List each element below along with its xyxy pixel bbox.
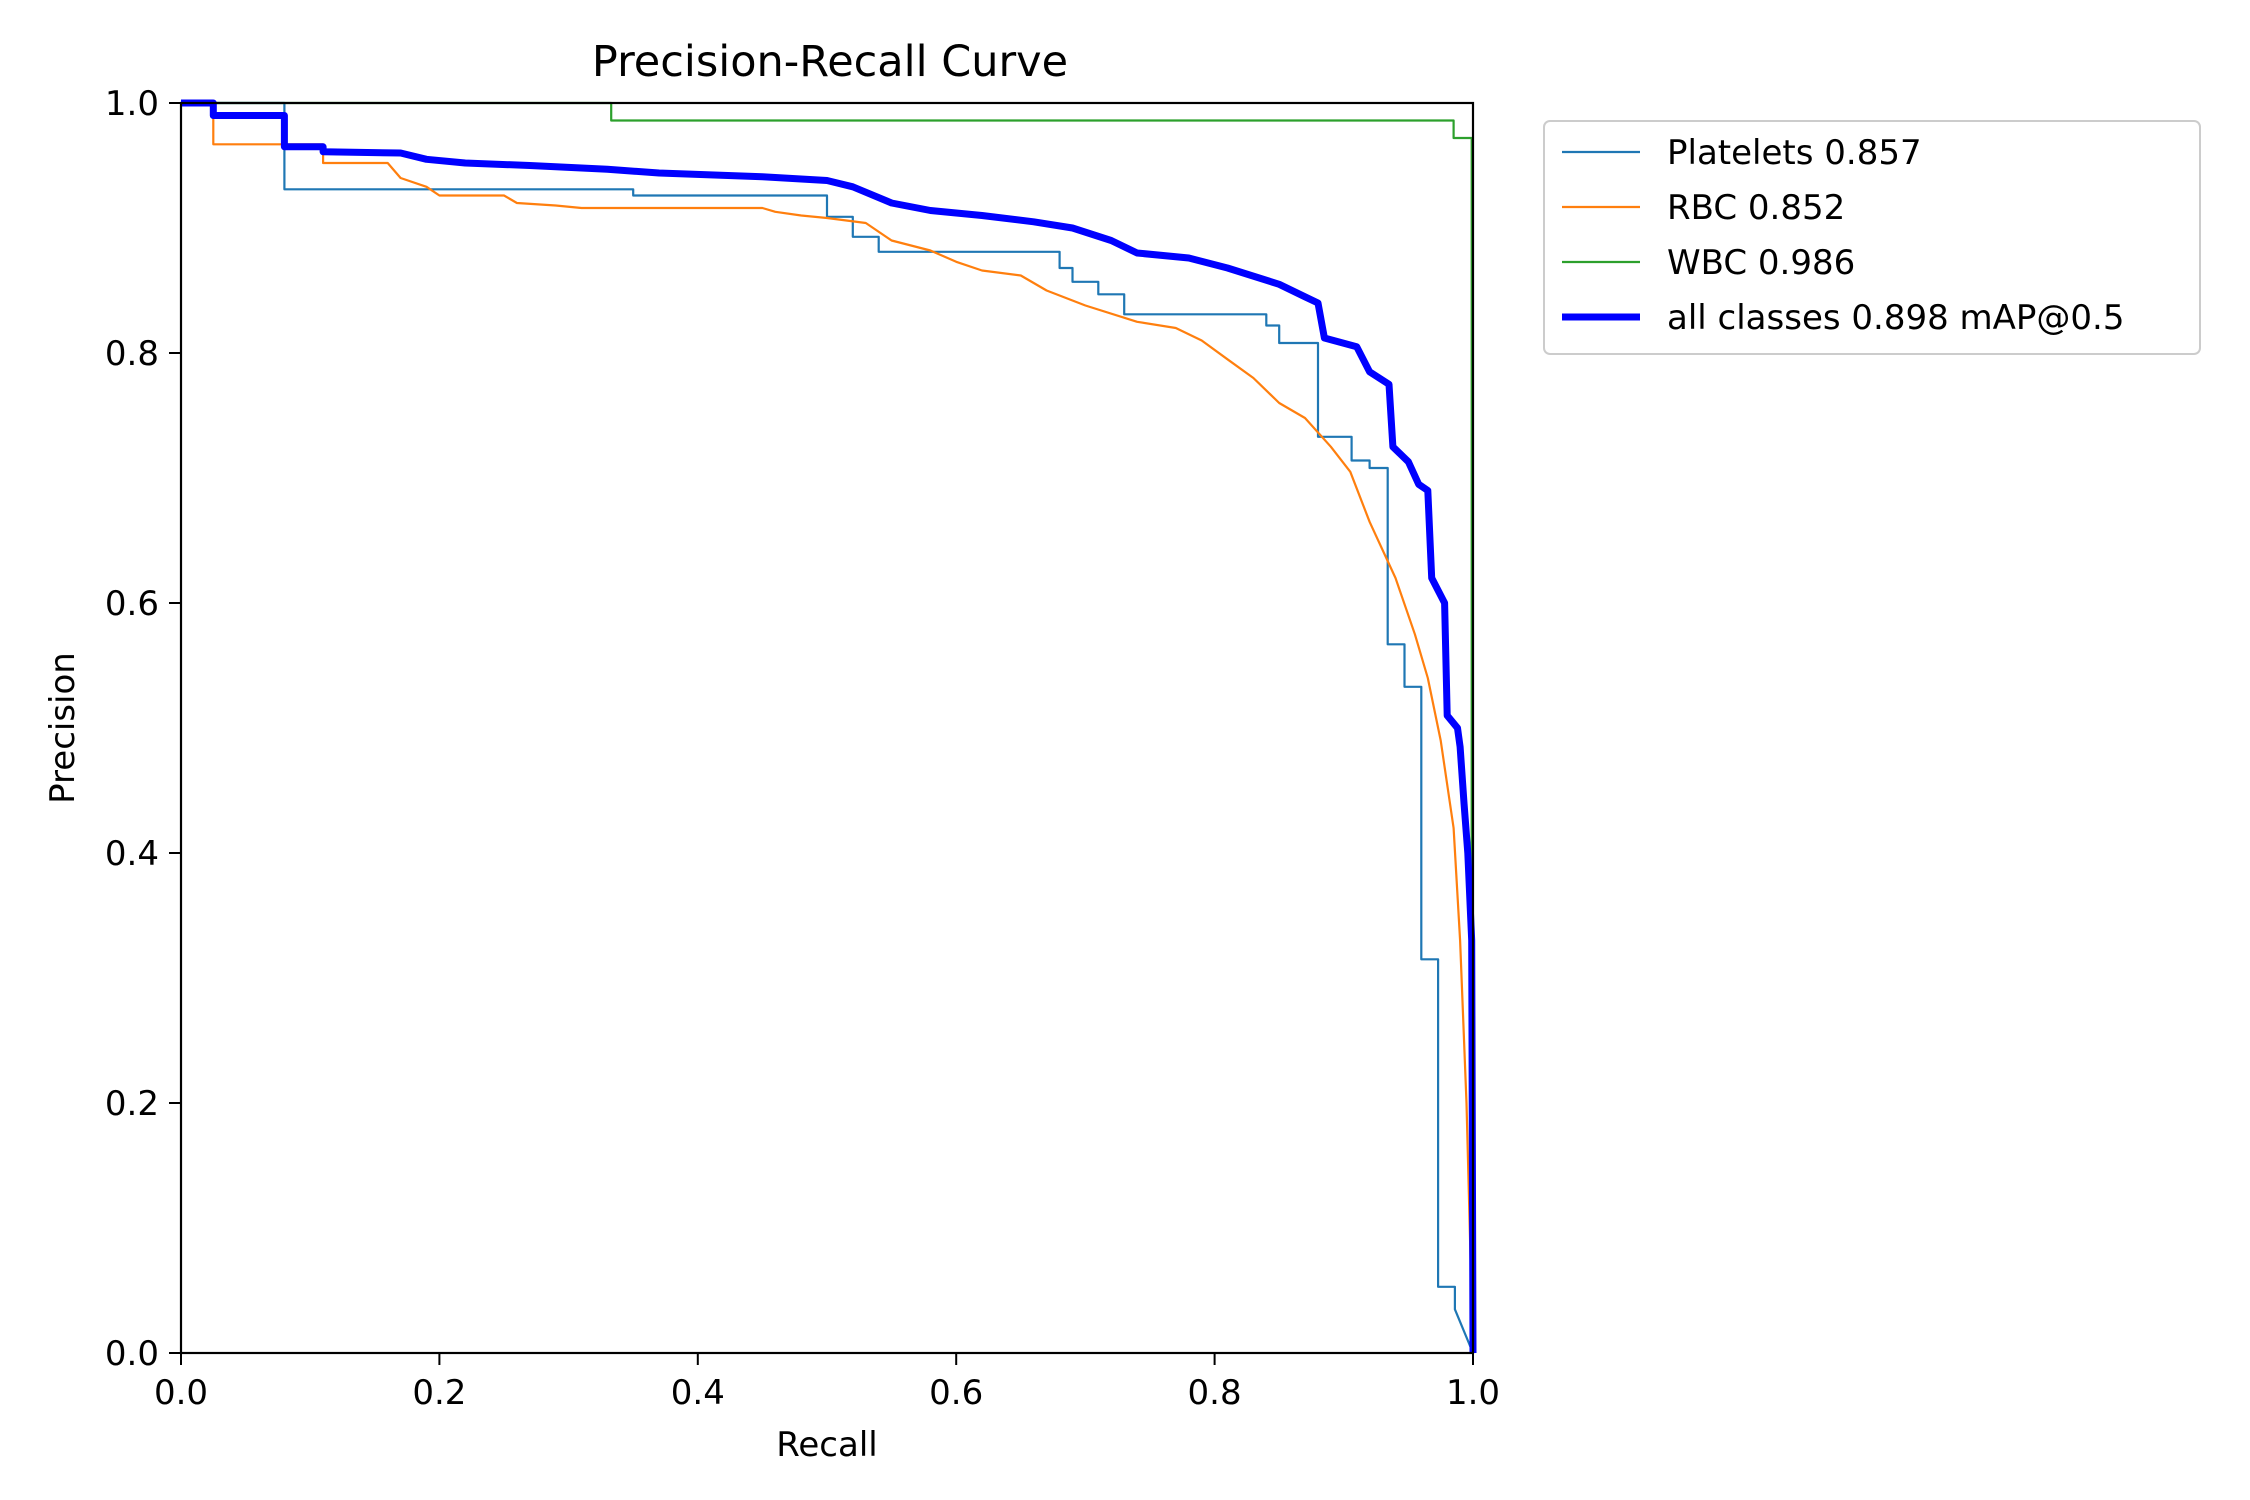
x-tick-label: 0.6 xyxy=(929,1373,983,1413)
y-tick-label: 0.6 xyxy=(105,584,159,624)
legend-label: RBC 0.852 xyxy=(1667,188,1845,228)
legend: Platelets 0.857 RBC 0.852 WBC 0.986 all cla… xyxy=(1543,120,2201,355)
y-axis-ticks: 0.0 0.2 0.4 0.6 0.8 1.0 xyxy=(105,84,181,1374)
y-tick-label: 0.0 xyxy=(105,1334,159,1374)
legend-items: Platelets 0.857 RBC 0.852 WBC 0.986 all cla… xyxy=(1562,133,2124,338)
series-line-3 xyxy=(181,99,1477,1354)
legend-box xyxy=(1543,120,2201,355)
plot-frame xyxy=(179,101,1475,1355)
series-line-0 xyxy=(181,101,1475,1354)
legend-label: all classes 0.898 mAP@0.5 xyxy=(1667,298,2124,338)
series-line-1 xyxy=(181,101,1475,1354)
y-tick-label: 0.8 xyxy=(105,334,159,374)
y-tick-label: 0.4 xyxy=(105,834,159,874)
legend-label: Platelets 0.857 xyxy=(1667,133,1922,173)
x-tick-label: 0.8 xyxy=(1188,1373,1242,1413)
legend-label: WBC 0.986 xyxy=(1667,243,1855,283)
x-axis-ticks: 0.0 0.2 0.4 0.6 0.8 1.0 xyxy=(154,1353,1500,1413)
y-tick-label: 1.0 xyxy=(105,84,159,124)
x-axis-label: Recall xyxy=(776,1425,877,1465)
x-tick-label: 0.2 xyxy=(412,1373,466,1413)
chart-title: Precision-Recall Curve xyxy=(592,37,1068,87)
x-tick-label: 1.0 xyxy=(1446,1373,1500,1413)
x-tick-label: 0.0 xyxy=(154,1373,208,1413)
x-tick-label: 0.4 xyxy=(671,1373,725,1413)
y-tick-label: 0.2 xyxy=(105,1084,159,1124)
y-axis-label: Precision xyxy=(43,652,83,804)
